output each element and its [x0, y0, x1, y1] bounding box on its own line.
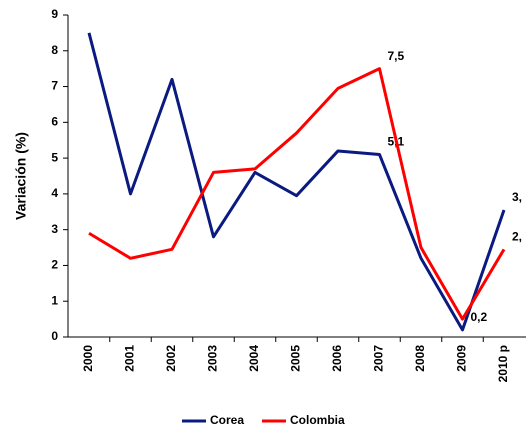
y-tick-label: 7 — [51, 79, 58, 93]
y-tick-label: 9 — [51, 7, 58, 21]
x-tick-label: 2001 — [123, 345, 137, 372]
y-axis-label: Variación (%) — [13, 132, 29, 220]
x-tick-label: 2010 p — [496, 345, 510, 382]
data-label: 2, — [512, 230, 522, 244]
legend-label: Colombia — [290, 413, 345, 427]
x-tick-label: 2002 — [164, 345, 178, 372]
x-tick-label: 2003 — [206, 345, 220, 372]
y-tick-label: 4 — [51, 186, 58, 200]
y-tick-label: 6 — [51, 115, 58, 129]
data-label: 3, — [512, 190, 522, 204]
data-label: 0,2 — [471, 310, 488, 324]
data-label: 7,5 — [388, 49, 405, 63]
x-tick-label: 2009 — [455, 345, 469, 372]
y-tick-label: 1 — [51, 293, 58, 307]
x-tick-label: 2008 — [413, 345, 427, 372]
y-tick-label: 0 — [51, 329, 58, 343]
y-tick-label: 2 — [51, 258, 58, 272]
y-tick-label: 8 — [51, 43, 58, 57]
y-tick-label: 3 — [51, 222, 58, 236]
x-tick-label: 2006 — [330, 345, 344, 372]
x-tick-label: 2004 — [247, 345, 261, 372]
x-tick-label: 2000 — [81, 345, 95, 372]
y-tick-label: 5 — [51, 150, 58, 164]
series-line — [87, 32, 506, 332]
x-tick-label: 2005 — [289, 345, 303, 372]
series-line — [88, 67, 506, 321]
x-tick-label: 2007 — [372, 345, 386, 372]
legend-label: Corea — [210, 413, 244, 427]
